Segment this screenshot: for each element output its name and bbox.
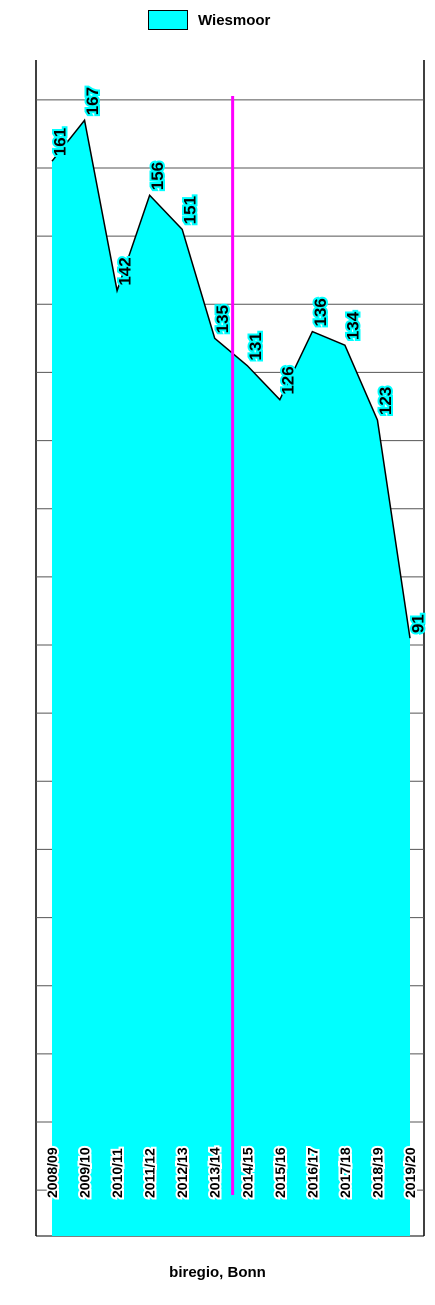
x-tick-label: 2011/12 [142, 1148, 158, 1198]
x-tick-label: 2014/15 [239, 1147, 255, 1198]
series-area-wiesmoor [52, 120, 410, 1236]
data-label: 123 [376, 387, 395, 415]
source-credit: biregio, Bonn [169, 1264, 266, 1281]
data-label: 136 [311, 298, 330, 326]
data-label: 161 [51, 128, 70, 156]
x-tick-label: 2009/10 [77, 1147, 93, 1198]
data-label: 91 [409, 614, 428, 633]
data-label: 167 [83, 87, 102, 115]
x-tick-label: 2012/13 [174, 1147, 190, 1198]
x-tick-label: 2018/19 [369, 1147, 385, 1198]
x-tick-label: 2010/11 [109, 1148, 125, 1198]
x-tick-label: 2015/16 [272, 1147, 288, 1198]
x-tick-label: 2008/09 [44, 1147, 60, 1198]
data-label: 131 [246, 332, 265, 360]
x-tick-label: 2017/18 [337, 1147, 353, 1198]
x-tick-label: 2013/14 [207, 1147, 223, 1198]
series-line-wiesmoor [51, 118, 411, 639]
data-label: 142 [116, 257, 135, 285]
data-label: 126 [278, 366, 297, 394]
legend-label: Wiesmoor [198, 11, 271, 29]
data-label: 135 [213, 305, 232, 333]
legend-swatch [148, 10, 188, 30]
legend: Wiesmoor [148, 8, 270, 32]
x-tick-label: 2016/17 [304, 1147, 320, 1198]
data-label: 134 [343, 311, 362, 340]
data-label: 151 [181, 196, 200, 224]
data-label: 156 [148, 162, 167, 190]
x-tick-label: 2019/20 [402, 1147, 418, 1198]
